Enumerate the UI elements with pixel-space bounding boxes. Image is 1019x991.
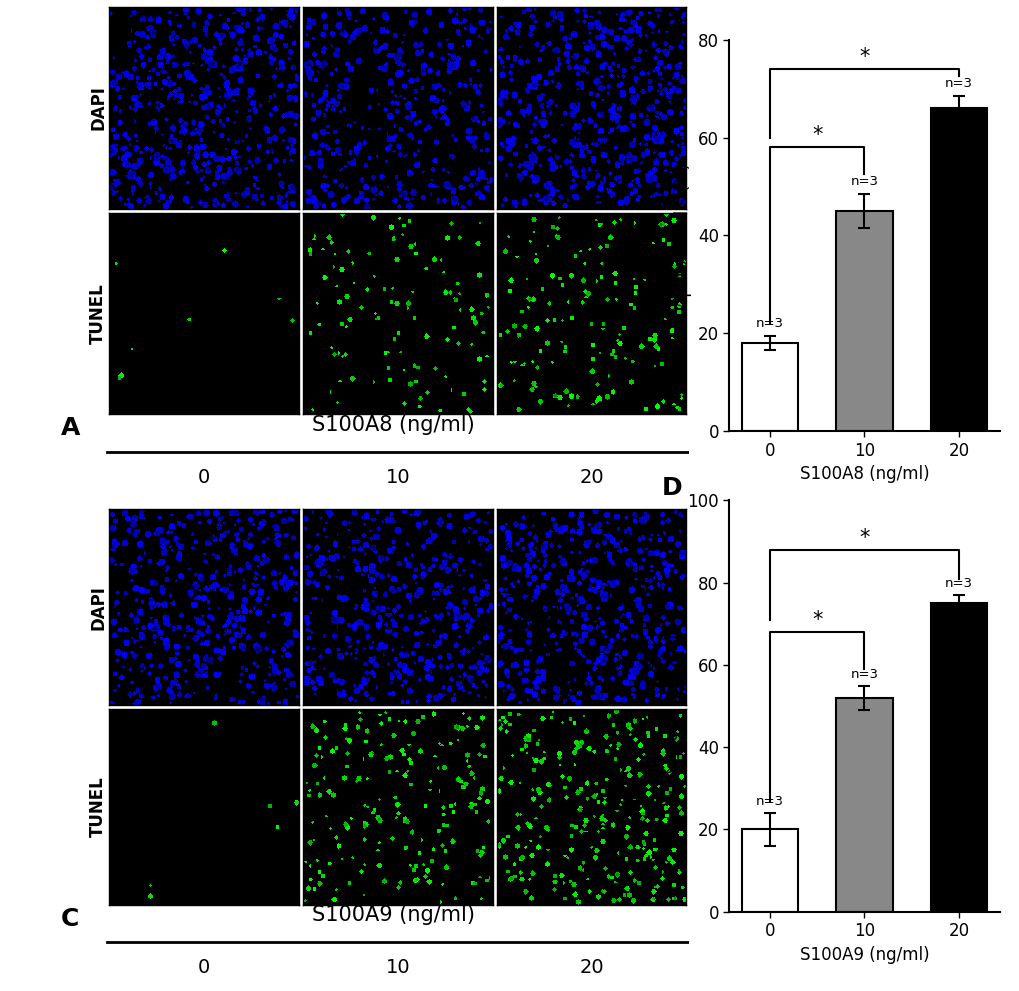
Text: 0: 0 xyxy=(198,958,210,977)
Text: DAPI: DAPI xyxy=(89,585,107,629)
X-axis label: S100A8 (ng/ml): S100A8 (ng/ml) xyxy=(799,465,928,483)
Text: *: * xyxy=(858,528,869,548)
Bar xyxy=(929,604,986,912)
Text: *: * xyxy=(811,125,821,145)
Text: TUNEL: TUNEL xyxy=(89,283,107,344)
Text: C: C xyxy=(61,907,79,931)
Text: 10: 10 xyxy=(385,468,410,487)
Text: S100A9 (ng/ml): S100A9 (ng/ml) xyxy=(312,906,475,926)
X-axis label: S100A9 (ng/ml): S100A9 (ng/ml) xyxy=(799,945,928,963)
Text: n=3: n=3 xyxy=(850,174,877,188)
Text: S100A8 (ng/ml): S100A8 (ng/ml) xyxy=(312,415,475,435)
Text: n=3: n=3 xyxy=(944,577,972,590)
Text: n=3: n=3 xyxy=(944,77,972,90)
Text: 20: 20 xyxy=(579,468,603,487)
Text: A: A xyxy=(61,416,81,440)
Text: DAPI: DAPI xyxy=(89,85,107,130)
Text: *: * xyxy=(811,610,821,630)
Bar xyxy=(836,211,892,431)
Y-axis label: Apototic cells (%): Apototic cells (%) xyxy=(674,163,692,308)
Text: 0: 0 xyxy=(198,468,210,487)
Text: 10: 10 xyxy=(385,958,410,977)
Text: D: D xyxy=(661,476,682,499)
Text: n=3: n=3 xyxy=(755,317,784,330)
Text: n=3: n=3 xyxy=(850,668,877,681)
Bar xyxy=(741,829,798,912)
Text: n=3: n=3 xyxy=(755,795,784,808)
Text: B: B xyxy=(661,8,680,33)
Text: *: * xyxy=(858,47,869,66)
Bar xyxy=(929,108,986,431)
Y-axis label: Apototic cells (%): Apototic cells (%) xyxy=(663,633,681,779)
Text: TUNEL: TUNEL xyxy=(89,777,107,837)
Bar xyxy=(836,698,892,912)
Text: 20: 20 xyxy=(579,958,603,977)
Bar xyxy=(741,343,798,431)
